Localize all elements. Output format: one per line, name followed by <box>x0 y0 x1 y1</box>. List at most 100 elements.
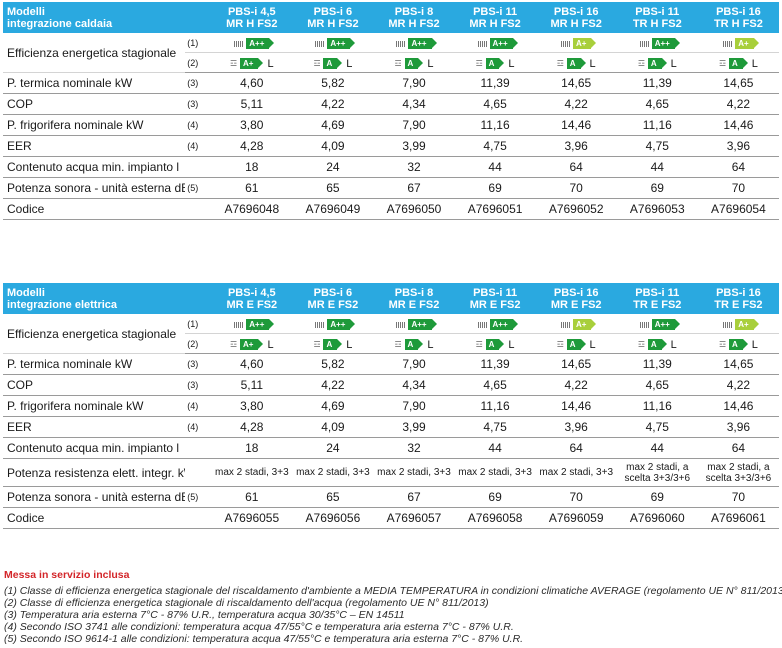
energy-class-arrow: A++ <box>489 38 518 49</box>
load-profile-label: L <box>267 338 274 351</box>
table-row: Potenza sonora - unità esterna dB(A)(5)6… <box>3 177 779 199</box>
value-cell: 14,65 <box>697 353 779 375</box>
footnote-ref: (4) <box>185 114 212 136</box>
row-label: P. termica nominale kW <box>3 353 186 375</box>
model-name-line: MR E FS2 <box>388 298 440 311</box>
value-cell: 14,46 <box>535 395 617 417</box>
value-cell: 3,99 <box>373 416 455 438</box>
footnote-5: (5) Secondo ISO 9614-1 alle condizioni: … <box>4 633 524 645</box>
load-profile-label: L <box>670 57 677 70</box>
value-cell: max 2 stadi, a scelta 3+3/3+6 <box>697 458 779 487</box>
model-name-line: TR E FS2 <box>714 298 763 311</box>
value-cell: 14,46 <box>535 114 617 136</box>
energy-class-cell: ☲ A L <box>292 333 374 354</box>
row-label: P. frigorifera nominale kW <box>3 395 186 417</box>
row-label: Contenuto acqua min. impianto l <box>3 437 186 459</box>
energy-class-badge: ☲ A L <box>557 58 596 70</box>
tap-icon: ☲ <box>475 59 483 69</box>
energy-class-cell: A++ <box>211 314 293 334</box>
tap-icon: ☲ <box>394 340 402 350</box>
efficiency-label: Efficienza energetica stagionale <box>3 314 186 354</box>
tap-icon: ☲ <box>556 59 564 69</box>
footnote-ref <box>185 198 212 220</box>
model-header: PBS-i 6 MR E FS2 <box>292 283 374 314</box>
energy-class-cell: A++ <box>616 33 698 53</box>
model-name-line: MR H FS2 <box>307 17 359 30</box>
model-name-line: MR H FS2 <box>550 17 602 30</box>
radiator-bars-icon <box>560 321 570 328</box>
value-cell: 3,96 <box>535 416 617 438</box>
value-cell: max 2 stadi, 3+3 <box>211 458 293 487</box>
value-cell: A7696061 <box>697 507 779 529</box>
load-profile-label: L <box>589 338 596 351</box>
energy-class-arrow: A++ <box>246 319 275 330</box>
value-cell: 4,34 <box>373 374 455 396</box>
value-cell: 14,65 <box>535 353 617 375</box>
table-row: P. termica nominale kW (3) 4,60 5,82 7,90 11,… <box>3 72 779 94</box>
energy-class-badge: A++ <box>477 38 518 49</box>
value-cell: 7,90 <box>373 395 455 417</box>
value-cell: 24 <box>292 437 374 459</box>
footnote-2: (2) Classe di efficienza energetica stag… <box>4 597 489 609</box>
energy-class-badge: ☲ A L <box>395 58 434 70</box>
value-cell: A7696052 <box>535 198 617 220</box>
value-cell: 4,28 <box>211 135 293 157</box>
footnote-ref: (3) <box>185 72 212 94</box>
load-profile-label: L <box>427 57 434 70</box>
energy-class-cell: ☲ A L <box>373 52 455 73</box>
footnote-ref: (1) <box>185 314 212 334</box>
energy-class-badge: A++ <box>639 38 680 49</box>
header-label-line: Modelli <box>7 5 45 18</box>
model-header: PBS-i 16 TR H FS2 <box>697 2 779 33</box>
radiator-bars-icon <box>315 40 325 47</box>
tap-icon: ☲ <box>475 340 483 350</box>
value-cell: 4,69 <box>292 114 374 136</box>
footnote-ref: (2) <box>185 52 212 73</box>
model-name-line: PBS-i 16 <box>716 5 761 18</box>
load-profile-label: L <box>508 338 515 351</box>
table-row: P. frigorifera nominale kW (4) 3,80 4,69 7,9… <box>3 114 779 136</box>
value-cell: A7696051 <box>454 198 536 220</box>
energy-class-badge: ☲ A L <box>557 339 596 351</box>
load-profile-label: L <box>751 338 758 351</box>
energy-class-arrow: A++ <box>489 319 518 330</box>
energy-class-arrow: A <box>323 339 342 351</box>
load-profile-label: L <box>508 57 515 70</box>
efficiency-row: (2) ☲ A+ L ☲ A L ☲ A L ☲ A L ☲ A L ☲ A L ☲ A L <box>3 52 779 73</box>
value-cell: 4,22 <box>535 374 617 396</box>
energy-class-arrow: A <box>566 339 586 351</box>
energy-class-badge: ☲ A L <box>719 339 758 351</box>
radiator-bars-icon <box>723 321 733 328</box>
energy-class-cell: A++ <box>454 33 536 53</box>
energy-class-arrow: A <box>404 58 424 70</box>
value-cell: 69 <box>454 486 536 508</box>
model-header: PBS-i 4,5 MR H FS2 <box>211 2 293 33</box>
energy-class-arrow: A++ <box>408 38 437 49</box>
row-label: Codice <box>3 507 186 529</box>
radiator-bars-icon <box>477 40 487 47</box>
spec-table-caldaia: Modelli integrazione caldaia PBS-i 4,5 MR H… <box>3 2 779 220</box>
model-header: PBS-i 6 MR H FS2 <box>292 2 374 33</box>
energy-class-cell: A++ <box>211 33 293 53</box>
value-cell: 4,65 <box>454 93 536 115</box>
value-cell: A7696059 <box>535 507 617 529</box>
model-name-line: PBS-i 16 <box>716 286 761 299</box>
energy-class-arrow: A+ <box>572 319 597 330</box>
load-profile-label: L <box>670 338 677 351</box>
energy-class-cell: ☲ A L <box>373 333 455 354</box>
energy-class-badge: A+ <box>560 38 597 49</box>
value-cell: 4,60 <box>211 72 293 94</box>
row-label: P. termica nominale kW <box>3 72 186 94</box>
table-row: P. frigorifera nominale kW (4) 3,80 4,69 7,9… <box>3 395 779 417</box>
value-cell: 69 <box>454 177 536 199</box>
value-cell: 3,80 <box>211 395 293 417</box>
row-label: Contenuto acqua min. impianto l <box>3 156 186 178</box>
model-name-line: MR E FS2 <box>226 298 278 311</box>
energy-class-badge: ☲ A L <box>313 58 352 70</box>
energy-class-arrow: A <box>647 58 667 70</box>
footnote-ref: (5) <box>185 177 212 199</box>
load-profile-label: L <box>346 57 353 70</box>
value-cell: 11,39 <box>454 353 536 375</box>
value-cell: 11,16 <box>454 114 536 136</box>
model-name-line: TR H FS2 <box>713 17 763 30</box>
